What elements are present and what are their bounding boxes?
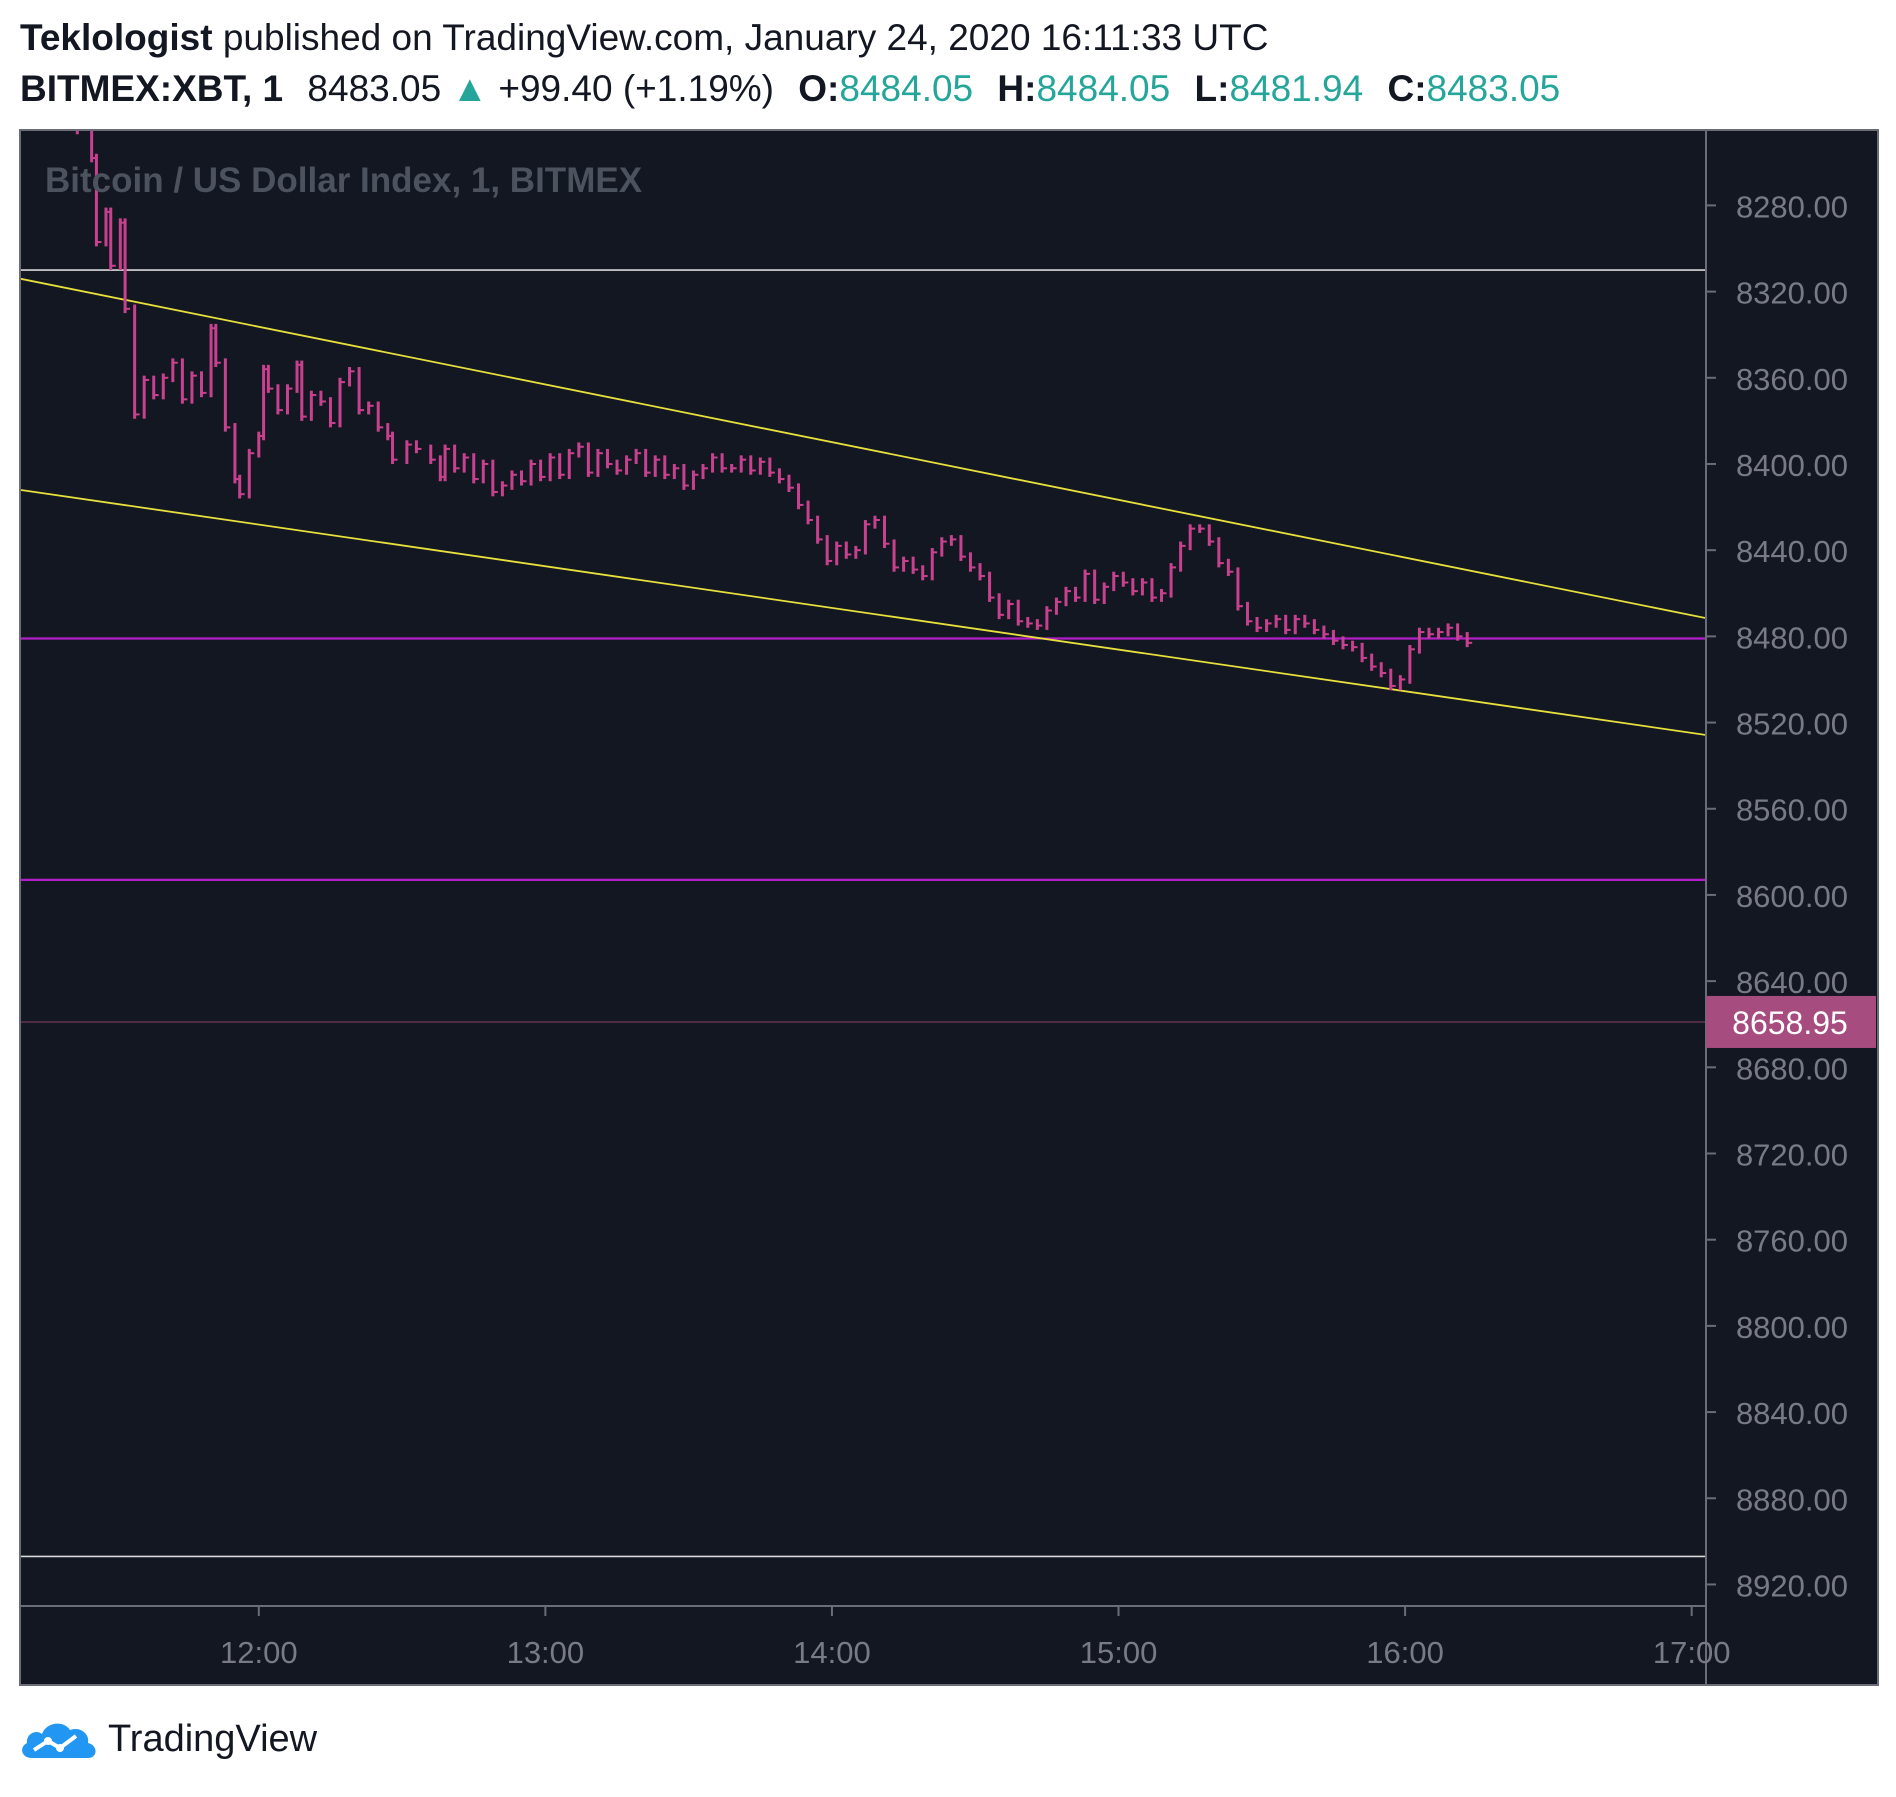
close-value: 8483.05 xyxy=(1426,68,1561,109)
chart-area[interactable]: Bitcoin / US Dollar Index, 1, BITMEX 8280… xyxy=(0,0,1896,1705)
y-tick-label: 8880.00 xyxy=(1736,1482,1848,1517)
y-tick-label: 8680.00 xyxy=(1736,1051,1848,1086)
price-chart[interactable]: Bitcoin / US Dollar Index, 1, BITMEX 8280… xyxy=(0,0,1896,1700)
x-tick-label: 13:00 xyxy=(507,1635,585,1670)
y-tick-label: 8840.00 xyxy=(1736,1396,1848,1431)
high-label: H: xyxy=(997,68,1037,109)
current-price-label: 8658.95 xyxy=(1732,1005,1848,1041)
x-tick-label: 17:00 xyxy=(1653,1635,1731,1670)
brand-name[interactable]: TradingView xyxy=(108,1717,318,1760)
y-tick-label: 8800.00 xyxy=(1736,1310,1848,1345)
y-tick-label: 8320.00 xyxy=(1736,276,1848,311)
x-tick-label: 12:00 xyxy=(220,1635,298,1670)
publish-info-line: Teklologist published on TradingView.com… xyxy=(20,12,1880,63)
x-tick-label: 14:00 xyxy=(793,1635,871,1670)
current-price-badge xyxy=(1706,995,1876,1048)
symbol-label[interactable]: BITMEX:XBT, 1 xyxy=(20,68,284,109)
plot-layer xyxy=(20,130,1706,1558)
y-tick-label: 8760.00 xyxy=(1736,1224,1848,1259)
y-tick-label: 8360.00 xyxy=(1736,362,1848,397)
chart-title-watermark: Bitcoin / US Dollar Index, 1, BITMEX xyxy=(45,161,643,200)
open-label: O: xyxy=(798,68,840,109)
x-tick-label: 15:00 xyxy=(1080,1635,1158,1670)
channel-trendline xyxy=(20,488,1706,736)
author-name[interactable]: Teklologist xyxy=(20,17,213,58)
y-tick-label: 8440.00 xyxy=(1736,534,1848,569)
low-label: L: xyxy=(1194,68,1230,109)
y-tick-label: 8920.00 xyxy=(1736,1568,1848,1603)
chart-background xyxy=(20,130,1878,1685)
channel-trendline xyxy=(20,277,1706,620)
x-tick-label: 16:00 xyxy=(1366,1635,1444,1670)
open-value: 8484.05 xyxy=(839,68,974,109)
y-tick-label: 8720.00 xyxy=(1736,1138,1848,1173)
low-value: 8481.94 xyxy=(1229,68,1364,109)
y-tick-label: 8280.00 xyxy=(1736,189,1848,224)
triangle-up-icon: ▲ xyxy=(451,68,489,109)
y-tick-label: 8400.00 xyxy=(1736,448,1848,483)
price-change: +99.40 (+1.19%) xyxy=(498,68,774,109)
chart-header: Teklologist published on TradingView.com… xyxy=(20,12,1880,114)
ohlc-line: BITMEX:XBT, 1 8483.05 ▲ +99.40 (+1.19%) … xyxy=(20,63,1880,114)
high-value: 8484.05 xyxy=(1036,68,1171,109)
y-tick-label: 8600.00 xyxy=(1736,879,1848,914)
y-tick-label: 8560.00 xyxy=(1736,793,1848,828)
chart-frame xyxy=(19,129,1879,1686)
tradingview-cloud-icon xyxy=(22,1723,96,1758)
y-tick-label: 8640.00 xyxy=(1736,965,1848,1000)
close-label: C: xyxy=(1387,68,1427,109)
y-tick-label: 8480.00 xyxy=(1736,620,1848,655)
published-text: published on TradingView.com, January 24… xyxy=(222,17,1269,58)
footer: TradingView xyxy=(18,1714,317,1764)
last-price: 8483.05 xyxy=(307,68,442,109)
y-tick-label: 8520.00 xyxy=(1736,707,1848,742)
